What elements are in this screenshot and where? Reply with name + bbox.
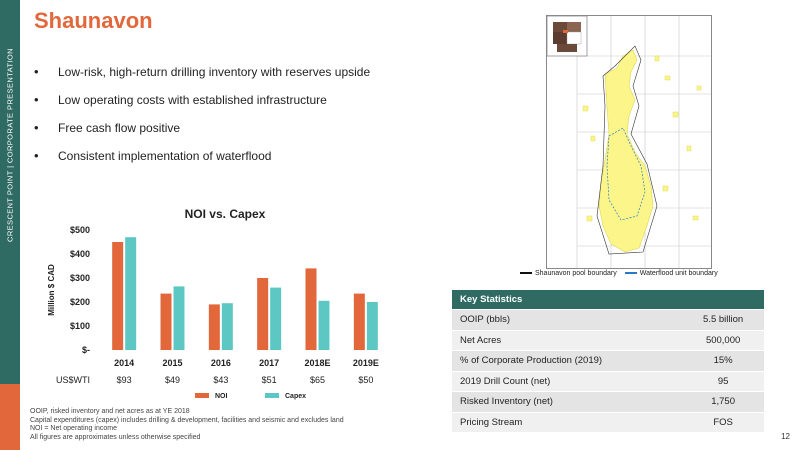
shaunavon-map xyxy=(546,15,712,269)
inset-map xyxy=(546,15,588,57)
wti-price-label: $51 xyxy=(262,375,277,385)
map-legend: Shaunavon pool boundary Waterflood unit b… xyxy=(520,270,718,277)
wti-price-label: $49 xyxy=(165,375,180,385)
table-header-row: Key Statistics xyxy=(452,290,764,310)
legend-label-noi: NOI xyxy=(215,393,228,400)
bar-noi-2017 xyxy=(257,278,269,350)
pool-boundary-swatch-icon xyxy=(520,272,532,275)
y-tick-label: $200 xyxy=(70,297,90,307)
bullet-dot-icon: • xyxy=(34,92,39,107)
table-row: Risked Inventory (net) 1,750 xyxy=(452,391,764,413)
x-tick-label: 2015 xyxy=(162,358,182,368)
map-svg xyxy=(546,15,711,268)
bullet-item: • Free cash flow positive xyxy=(34,118,370,146)
x-tick-label: 2019E xyxy=(353,358,379,368)
bullet-dot-icon: • xyxy=(34,120,39,135)
bullet-text: Low operating costs with established inf… xyxy=(58,93,327,107)
stat-label: % of Corporate Production (2019) xyxy=(452,350,683,372)
pool-legend-label: Shaunavon pool boundary xyxy=(535,270,617,277)
stat-label: 2019 Drill Count (net) xyxy=(452,371,683,392)
bullet-text: Consistent implementation of waterflood xyxy=(58,149,272,163)
bar-capex-2016 xyxy=(221,303,233,350)
pool-boundary xyxy=(596,45,658,255)
y-tick-label: $300 xyxy=(70,273,90,283)
bullet-list: • Low-risk, high-return drilling inventor… xyxy=(34,62,370,174)
y-tick-label: $- xyxy=(82,345,90,355)
stat-value: FOS xyxy=(682,412,764,433)
footnote: NOI = Net operating income xyxy=(30,425,117,433)
bullet-text: Free cash flow positive xyxy=(58,121,181,135)
key-statistics-table: Key Statistics OOIP (bbls) 5.5 billion Ne… xyxy=(452,290,764,433)
bar-capex-2018E xyxy=(318,300,330,350)
stat-value: 500,000 xyxy=(682,330,764,351)
page-title: Shaunavon xyxy=(34,8,153,33)
table-row: Net Acres 500,000 xyxy=(452,330,764,351)
footnote: Capital expenditures (capex) includes dr… xyxy=(30,416,344,424)
bar-noi-2015 xyxy=(160,293,172,350)
side-text: CRESCENT POINT | CORPORATE PRESENTATION xyxy=(5,48,15,242)
table-row: Pricing Stream FOS xyxy=(452,412,764,433)
footnote: OOIP, risked inventory and net acres as … xyxy=(30,408,190,415)
side-bar-accent xyxy=(0,384,20,450)
wti-price-label: $43 xyxy=(213,375,228,385)
x-tick-label: 2016 xyxy=(211,358,231,368)
bullet-text: Low-risk, high-return drilling inventory… xyxy=(58,65,371,79)
bullet-item: • Low-risk, high-return drilling inventor… xyxy=(34,62,370,90)
y-tick-label: $100 xyxy=(70,321,90,331)
stat-value: 95 xyxy=(682,371,764,392)
table-row: 2019 Drill Count (net) 95 xyxy=(452,371,764,392)
bullet-item: • Consistent implementation of waterflood xyxy=(34,146,370,174)
noi-capex-chart: NOI vs. Capex Million $ CAD $- $100 $200 $300… xyxy=(40,200,400,410)
stat-value: 15% xyxy=(682,350,764,372)
y-axis-label: Million $ CAD xyxy=(47,264,56,316)
chart-title: NOI vs. Capex xyxy=(185,207,266,221)
legend-swatch-noi xyxy=(195,393,209,398)
table-row: OOIP (bbls) 5.5 billion xyxy=(452,309,764,331)
table-header: Key Statistics xyxy=(452,290,764,310)
bar-capex-2017 xyxy=(270,287,282,350)
table-row: % of Corporate Production (2019) 15% xyxy=(452,350,764,372)
wti-price-label: $50 xyxy=(358,375,373,385)
waterflood-boundary-swatch-icon xyxy=(624,272,637,275)
x-tick-label: 2018E xyxy=(304,358,330,368)
stat-label: Risked Inventory (net) xyxy=(452,391,683,413)
scattered-leases xyxy=(582,55,702,222)
bar-capex-2015 xyxy=(173,286,185,350)
stat-value: 5.5 billion xyxy=(682,309,764,331)
wti-price-label: $93 xyxy=(117,375,132,385)
x-tick-label: 2017 xyxy=(259,358,279,368)
side-bar: CRESCENT POINT | CORPORATE PRESENTATION xyxy=(0,0,20,450)
stat-label: OOIP (bbls) xyxy=(452,309,683,331)
waterflood-legend-label: Waterflood unit boundary xyxy=(639,270,718,277)
legend-swatch-capex xyxy=(265,393,279,398)
bullet-dot-icon: • xyxy=(34,148,39,163)
bar-capex-2014 xyxy=(125,237,137,350)
footnotes: OOIP, risked inventory and net acres as … xyxy=(30,408,344,442)
bar-noi-2018E xyxy=(305,268,317,350)
bar-noi-2019E xyxy=(353,293,365,350)
bar-capex-2019E xyxy=(366,302,378,350)
bar-noi-2014 xyxy=(112,242,124,350)
y-tick-label: $500 xyxy=(70,225,90,235)
wti-row-label: US$WTI xyxy=(56,375,90,385)
stat-value: 1,750 xyxy=(682,391,764,413)
x-tick-label: 2014 xyxy=(114,358,134,368)
wti-price-label: $65 xyxy=(310,375,325,385)
bullet-item: • Low operating costs with established in… xyxy=(34,90,370,118)
chart-svg: NOI vs. Capex Million $ CAD $- $100 $200 $300… xyxy=(47,207,379,400)
y-tick-label: $400 xyxy=(70,249,90,259)
waterflood-boundary xyxy=(606,127,646,221)
legend-label-capex: Capex xyxy=(285,393,306,400)
page-number: 12 xyxy=(781,432,790,441)
footnote: All figures are approximates unless othe… xyxy=(30,433,201,441)
bar-noi-2016 xyxy=(208,304,220,350)
stat-label: Net Acres xyxy=(452,330,683,351)
bullet-dot-icon: • xyxy=(34,64,39,79)
side-text-wrap: CRESCENT POINT | CORPORATE PRESENTATION xyxy=(2,0,18,290)
stat-label: Pricing Stream xyxy=(452,412,683,433)
